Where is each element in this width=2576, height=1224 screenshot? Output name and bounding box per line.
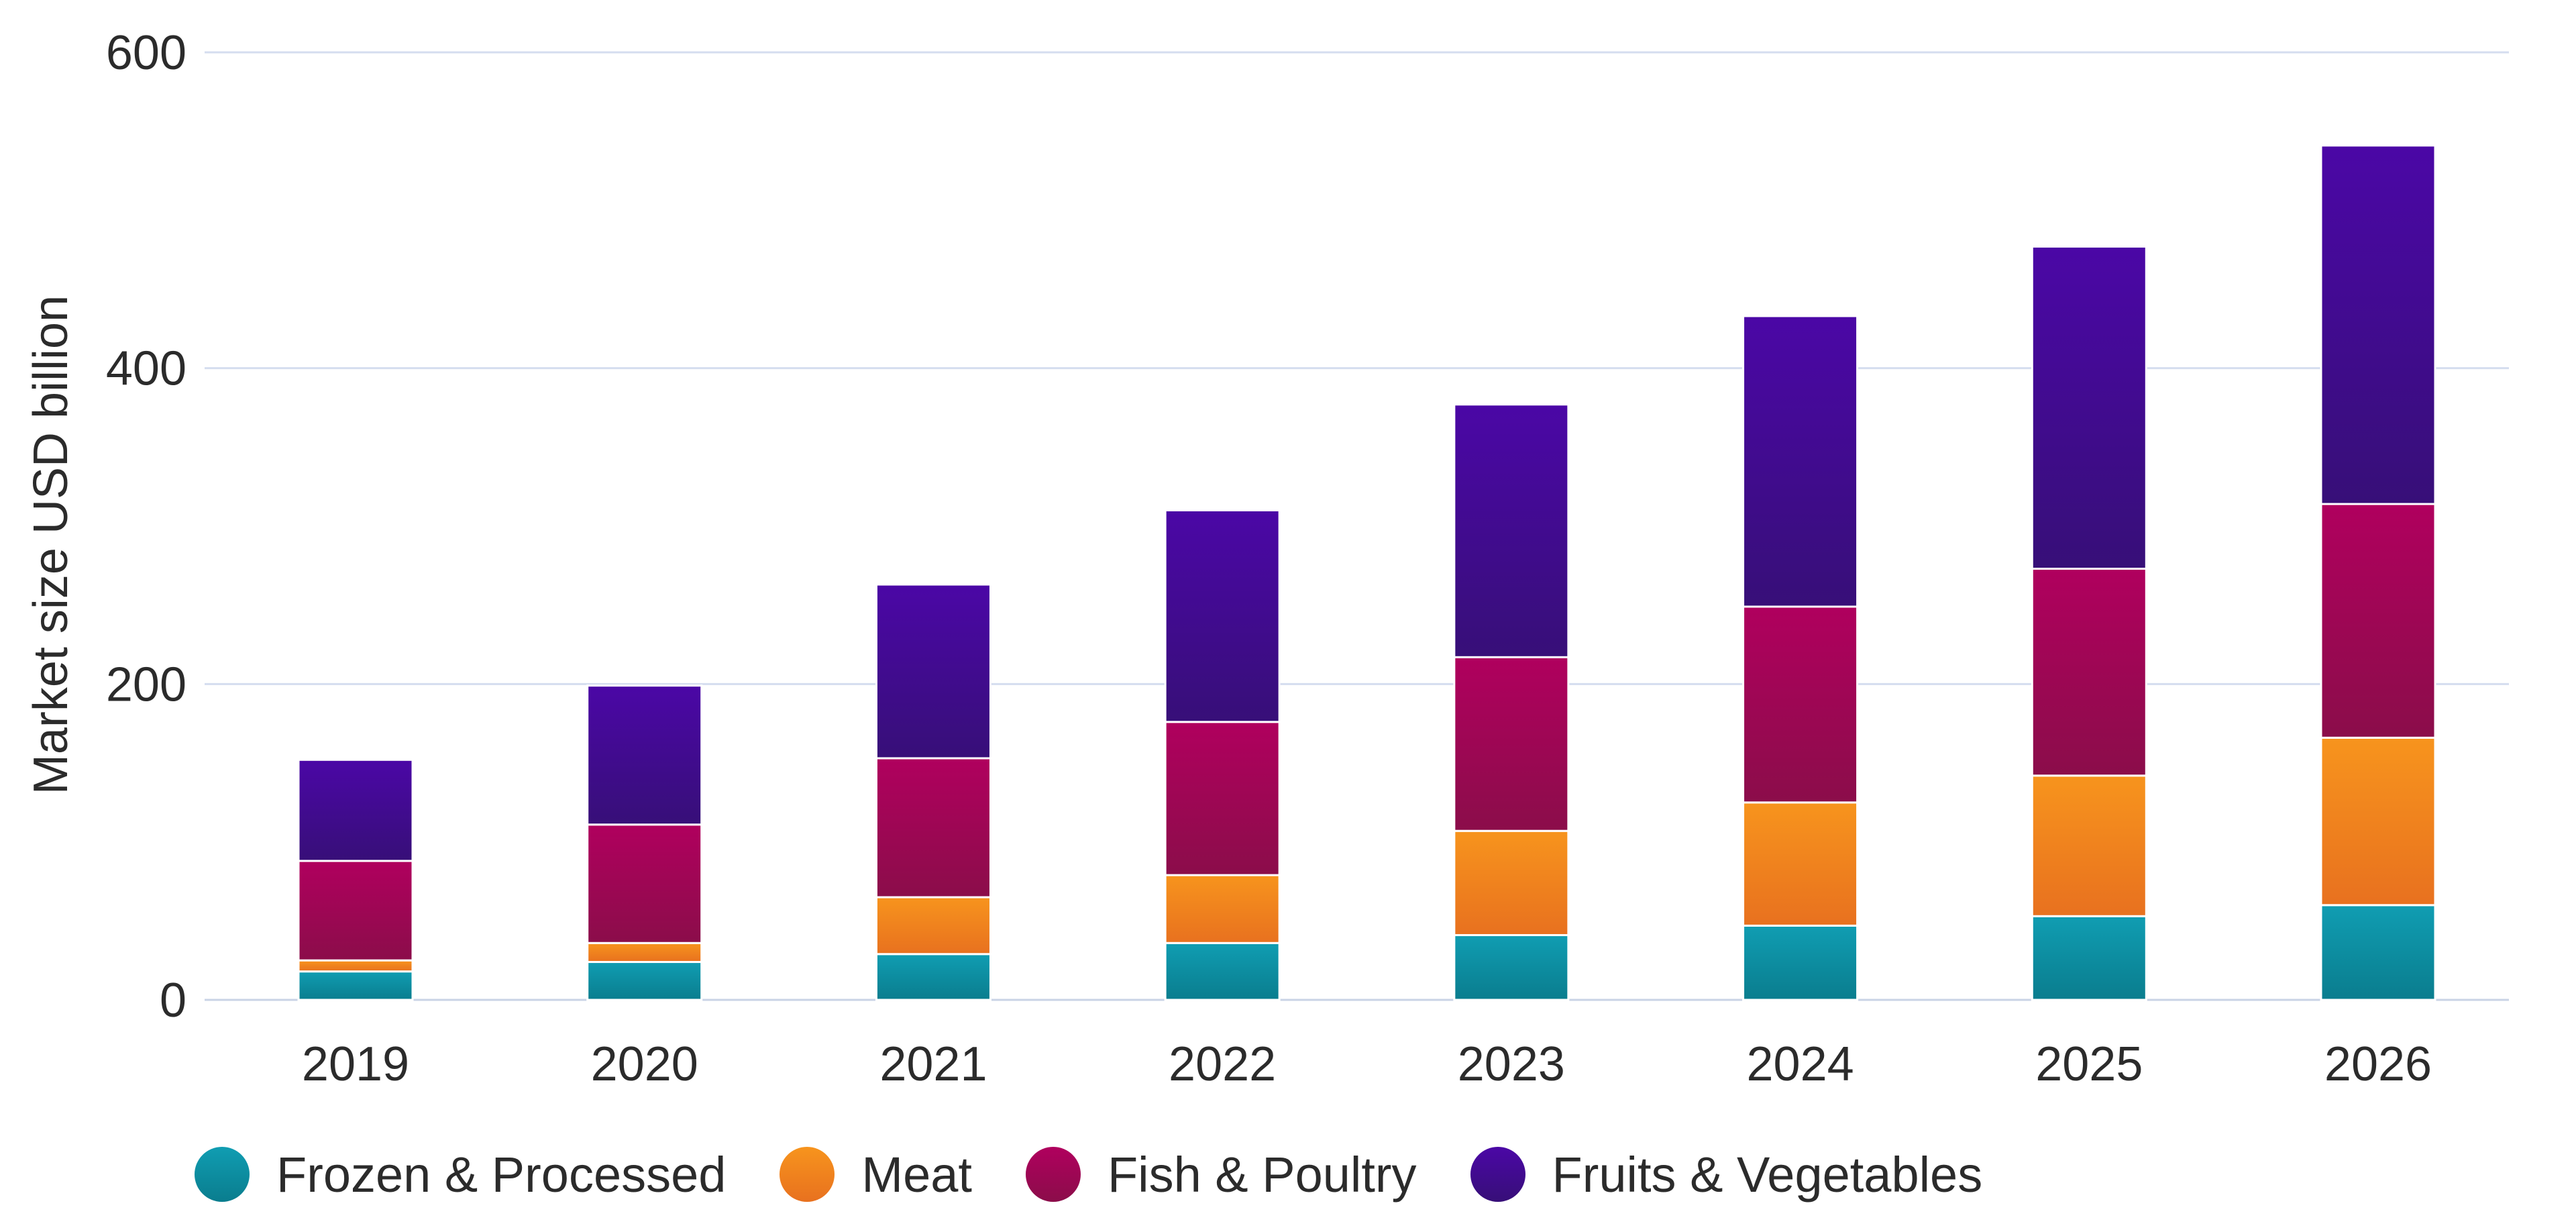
bar-2021-segment-3 [875,583,991,760]
bars [297,144,2436,1001]
legend-item: Frozen & Processed [195,1146,726,1203]
bar-2024-segment-1 [1742,801,1859,927]
bar-2020-segment-3 [586,684,703,826]
x-tick-label: 2019 [302,1037,409,1091]
legend-label: Meat [861,1146,972,1203]
bar-2025-segment-1 [2031,774,2147,917]
legend-swatch [1025,1147,1081,1202]
legend-swatch [195,1147,250,1202]
bar-2021-segment-0 [875,953,991,1001]
legend-label: Fruits & Vegetables [1552,1146,1983,1203]
x-tick-label: 2022 [1169,1037,1276,1091]
bar-2024-segment-0 [1742,924,1859,1001]
x-tick-label: 2020 [591,1037,698,1091]
bar-2024-segment-3 [1742,315,1859,608]
grid-lines [205,51,2509,1001]
bar-2023-segment-3 [1453,403,1570,658]
legend-item: Meat [780,1146,972,1203]
legend-swatch [1470,1147,1525,1202]
bar-2022-segment-2 [1164,721,1281,876]
x-tick-label: 2023 [1458,1037,1565,1091]
bar-2022-segment-1 [1164,874,1281,944]
bar-2026-segment-2 [2320,503,2436,739]
bar-2022-segment-0 [1164,941,1281,1001]
bar-2025-segment-2 [2031,568,2147,777]
y-tick-label: 600 [106,26,186,80]
legend-swatch [780,1147,835,1202]
bar-2026-segment-1 [2320,736,2436,907]
legend-label: Fish & Poultry [1107,1146,1417,1203]
bar-group-2022 [1164,509,1281,1001]
bar-2020-segment-0 [586,961,703,1001]
bar-2025-segment-0 [2031,915,2147,1001]
legend-item: Fish & Poultry [1025,1146,1417,1203]
legend-label: Frozen & Processed [276,1146,727,1203]
bar-2020-segment-2 [586,823,703,944]
x-axis-ticks: 2019 2020 2021 2022 2023 2024 2025 2026 [302,1037,2432,1091]
bar-2019-segment-0 [297,970,414,1001]
legend-item: Fruits & Vegetables [1470,1146,1983,1203]
x-tick-label: 2025 [2035,1037,2143,1091]
y-tick-label: 400 [106,342,186,396]
y-axis-title: Market size USD billion [24,295,78,795]
bar-2019-segment-1 [297,959,414,973]
bar-2026-segment-3 [2320,144,2436,505]
y-tick-label: 200 [106,658,186,711]
bar-group-2021 [875,583,991,1001]
legend: Frozen & Processed Meat Fish & Poultry Frui… [195,1141,2036,1208]
bar-group-2020 [586,684,703,1001]
bar-2020-segment-1 [586,941,703,964]
bar-2021-segment-1 [875,896,991,956]
bar-2026-segment-0 [2320,904,2436,1001]
bar-group-2026 [2320,144,2436,1001]
bar-2024-segment-2 [1742,605,1859,804]
x-tick-label: 2024 [1746,1037,1854,1091]
bar-2025-segment-3 [2031,245,2147,570]
bar-2022-segment-3 [1164,509,1281,723]
bar-group-2019 [297,758,414,1001]
bar-2023-segment-0 [1453,934,1570,1001]
bar-group-2024 [1742,315,1859,1001]
bar-group-2023 [1453,403,1570,1001]
bar-2019-segment-2 [297,860,414,962]
bar-2019-segment-3 [297,758,414,862]
bar-2021-segment-2 [875,757,991,899]
y-axis-ticks: 0 200 400 600 [106,26,186,1027]
bar-2023-segment-1 [1453,829,1570,937]
x-tick-label: 2021 [879,1037,987,1091]
y-tick-label: 0 [160,974,186,1027]
bar-group-2025 [2031,245,2147,1001]
x-tick-label: 2026 [2324,1037,2432,1091]
bar-2023-segment-2 [1453,656,1570,832]
